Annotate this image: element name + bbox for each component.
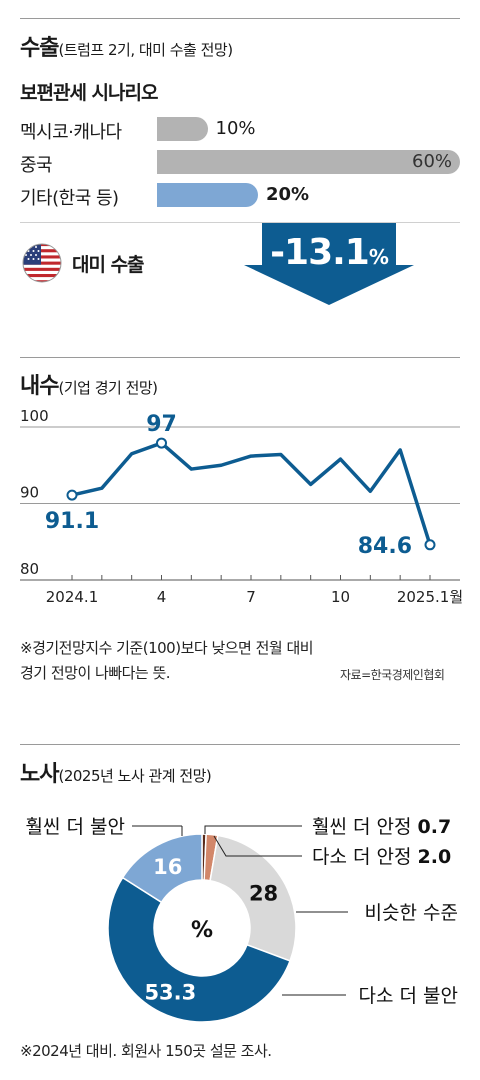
legend-somewhat-more-stable: 다소 더 안정 2.0 xyxy=(312,846,451,868)
legend-somewhat-more-unstable: 다소 더 불안 xyxy=(359,985,458,1007)
x-tick-label-9: 10 xyxy=(331,588,350,606)
section-divider-export xyxy=(20,18,460,19)
series-line xyxy=(71,441,432,546)
export-subtitle: (트럼프 2기, 대미 수출 전망) xyxy=(58,41,233,59)
us-flag-icon xyxy=(22,243,62,283)
slice-much-more-unstable xyxy=(121,833,203,904)
labor-outlook-donut-chart: % 28 53.3 16 훨씬 더 불안 훨씬 더 안정 0.7 다소 더 안정 2.0 비슷… xyxy=(26,816,458,1023)
point-12 xyxy=(424,539,436,551)
donut-center-label: % xyxy=(191,918,213,943)
slice-value-much-more-unstable: 16 xyxy=(153,855,182,879)
export-title: 수출(트럼프 2기, 대미 수출 전망) xyxy=(20,30,233,62)
bar-label-others: 기타(한국 등) xyxy=(20,188,119,209)
domestic-source: 자료=한국경제인협회 xyxy=(340,668,445,682)
bar-china xyxy=(157,150,460,174)
business-outlook-line-chart: 80 90 100 2024.1 4 7 10 2025.1월 91.1 97 84.6 xyxy=(20,407,463,606)
domestic-note-line2: 경기 전망이 나빠다는 뜻. xyxy=(20,664,171,682)
bar-mexico-canada xyxy=(157,117,208,141)
y-tick-label-100: 100 xyxy=(20,407,49,425)
labor-footnote: ※2024년 대비. 회원사 150곳 설문 조사. xyxy=(20,1042,272,1060)
bar-others xyxy=(157,183,258,207)
bar-label-china: 중국 xyxy=(20,155,53,176)
legend-much-more-unstable: 훨씬 더 불안 xyxy=(26,816,125,838)
slice-value-somewhat-more-unstable: 53.3 xyxy=(144,981,196,1005)
leader-much-more-stable xyxy=(204,825,302,834)
x-tick-label-6: 7 xyxy=(246,588,256,606)
labor-title: 노사(2025년 노사 관계 전망) xyxy=(20,756,212,788)
slice-somewhat-more-unstable xyxy=(107,876,292,1023)
annotation-12: 84.6 xyxy=(358,534,412,559)
labor-subtitle: (2025년 노사 관계 전망) xyxy=(58,767,212,785)
export-title-text: 수출 xyxy=(20,36,59,61)
decline-arrow xyxy=(244,223,414,305)
scenario-title: 보편관세 시나리오 xyxy=(20,82,158,104)
bar-value-china: 60% xyxy=(412,151,453,172)
slice-similar xyxy=(209,834,297,962)
x-tick-label-12: 2025.1월 xyxy=(397,588,463,606)
domestic-title-text: 내수 xyxy=(20,374,59,399)
x-tick-label-3: 4 xyxy=(157,588,167,606)
labor-title-text: 노사 xyxy=(20,762,59,787)
section-divider-domestic xyxy=(20,357,460,358)
decline-value: -13.1% xyxy=(244,232,414,273)
domestic-subtitle: (기업 경기 전망) xyxy=(58,379,158,397)
export-inner-divider xyxy=(20,222,460,223)
y-tick-label-90: 90 xyxy=(20,484,39,502)
bar-label-mexico-canada: 멕시코·캐나다 xyxy=(20,122,122,143)
x-tick-label-0: 2024.1 xyxy=(46,588,99,606)
bar-value-mexico-canada: 10% xyxy=(215,118,256,139)
annotation-3: 97 xyxy=(146,412,177,437)
section-divider-labor xyxy=(20,744,460,745)
y-tick-label-80: 80 xyxy=(20,560,39,578)
legend-similar: 비슷한 수준 xyxy=(365,902,458,924)
leader-somewhat-more-stable xyxy=(213,835,302,857)
us-export-label: 대미 수출 xyxy=(72,254,145,276)
decline-unit: % xyxy=(368,245,389,269)
decline-number: -13.1 xyxy=(270,232,370,273)
bar-value-others: 20% xyxy=(266,184,310,205)
point-3 xyxy=(156,437,167,449)
legend-much-more-stable: 훨씬 더 안정 0.7 xyxy=(312,816,451,838)
annotation-0: 91.1 xyxy=(45,509,99,534)
slice-value-similar: 28 xyxy=(249,882,278,906)
domestic-title: 내수(기업 경기 전망) xyxy=(20,368,158,400)
domestic-note-line1: ※경기전망지수 기준(100)보다 낮으면 전월 대비 xyxy=(20,639,314,657)
point-0 xyxy=(66,489,78,501)
